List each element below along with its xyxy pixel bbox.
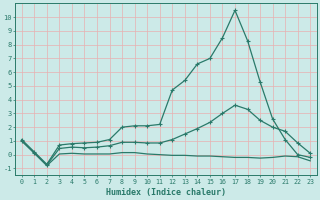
- X-axis label: Humidex (Indice chaleur): Humidex (Indice chaleur): [106, 188, 226, 197]
